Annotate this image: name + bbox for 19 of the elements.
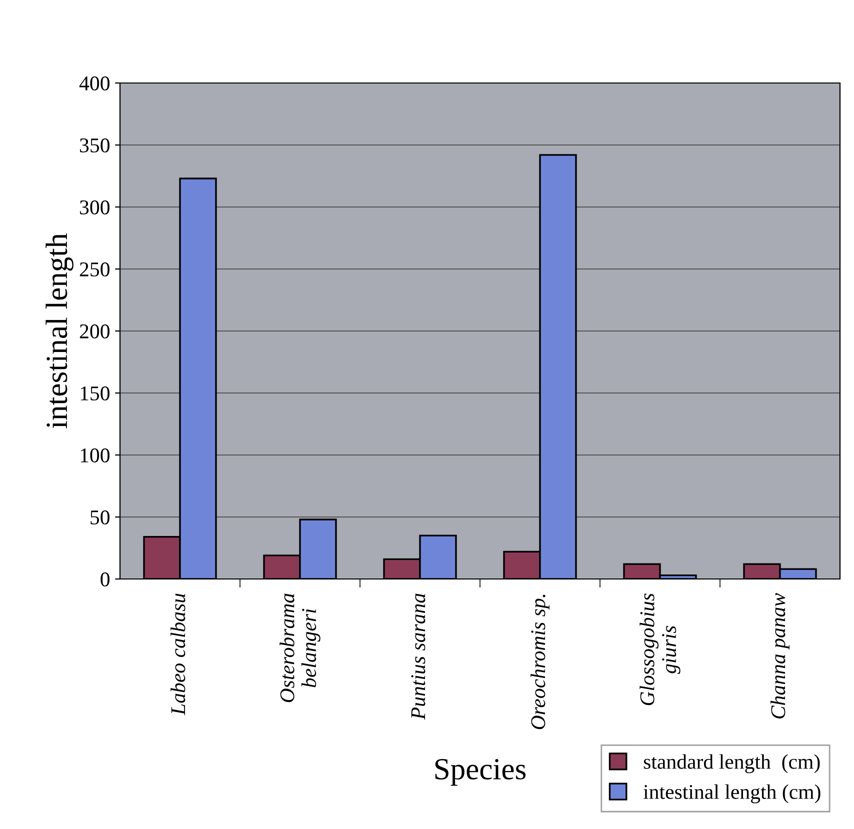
x-tick-label: Labeo calbasu — [170, 594, 186, 716]
y-tick-label: 400 — [79, 76, 110, 90]
y-tick-label: 0 — [100, 572, 110, 586]
y-tick-label: 350 — [80, 138, 110, 152]
x-tick-label: Oreochromis sp. — [530, 594, 550, 730]
y-tick-label: 200 — [80, 324, 110, 338]
legend-label: intestinal length (cm) — [643, 784, 820, 804]
y-tick-label: 50 — [90, 510, 110, 524]
y-tick-label: 150 — [80, 386, 110, 400]
x-tick-label: Puntius sarana — [411, 594, 426, 720]
y-tick-label: 100 — [80, 448, 110, 462]
y-axis-title: intestinal length — [46, 233, 74, 428]
y-tick-label: 300 — [80, 200, 110, 214]
legend-label: standard length (cm) — [644, 754, 820, 774]
y-tick-label: 250 — [80, 262, 110, 276]
x-axis-title: Species — [435, 758, 526, 786]
x-tick-label: Osterobrama belangeri — [280, 594, 320, 702]
x-tick-label: Channa panaw — [770, 593, 790, 718]
x-tick-label: Glossogobius giuris — [640, 594, 680, 706]
